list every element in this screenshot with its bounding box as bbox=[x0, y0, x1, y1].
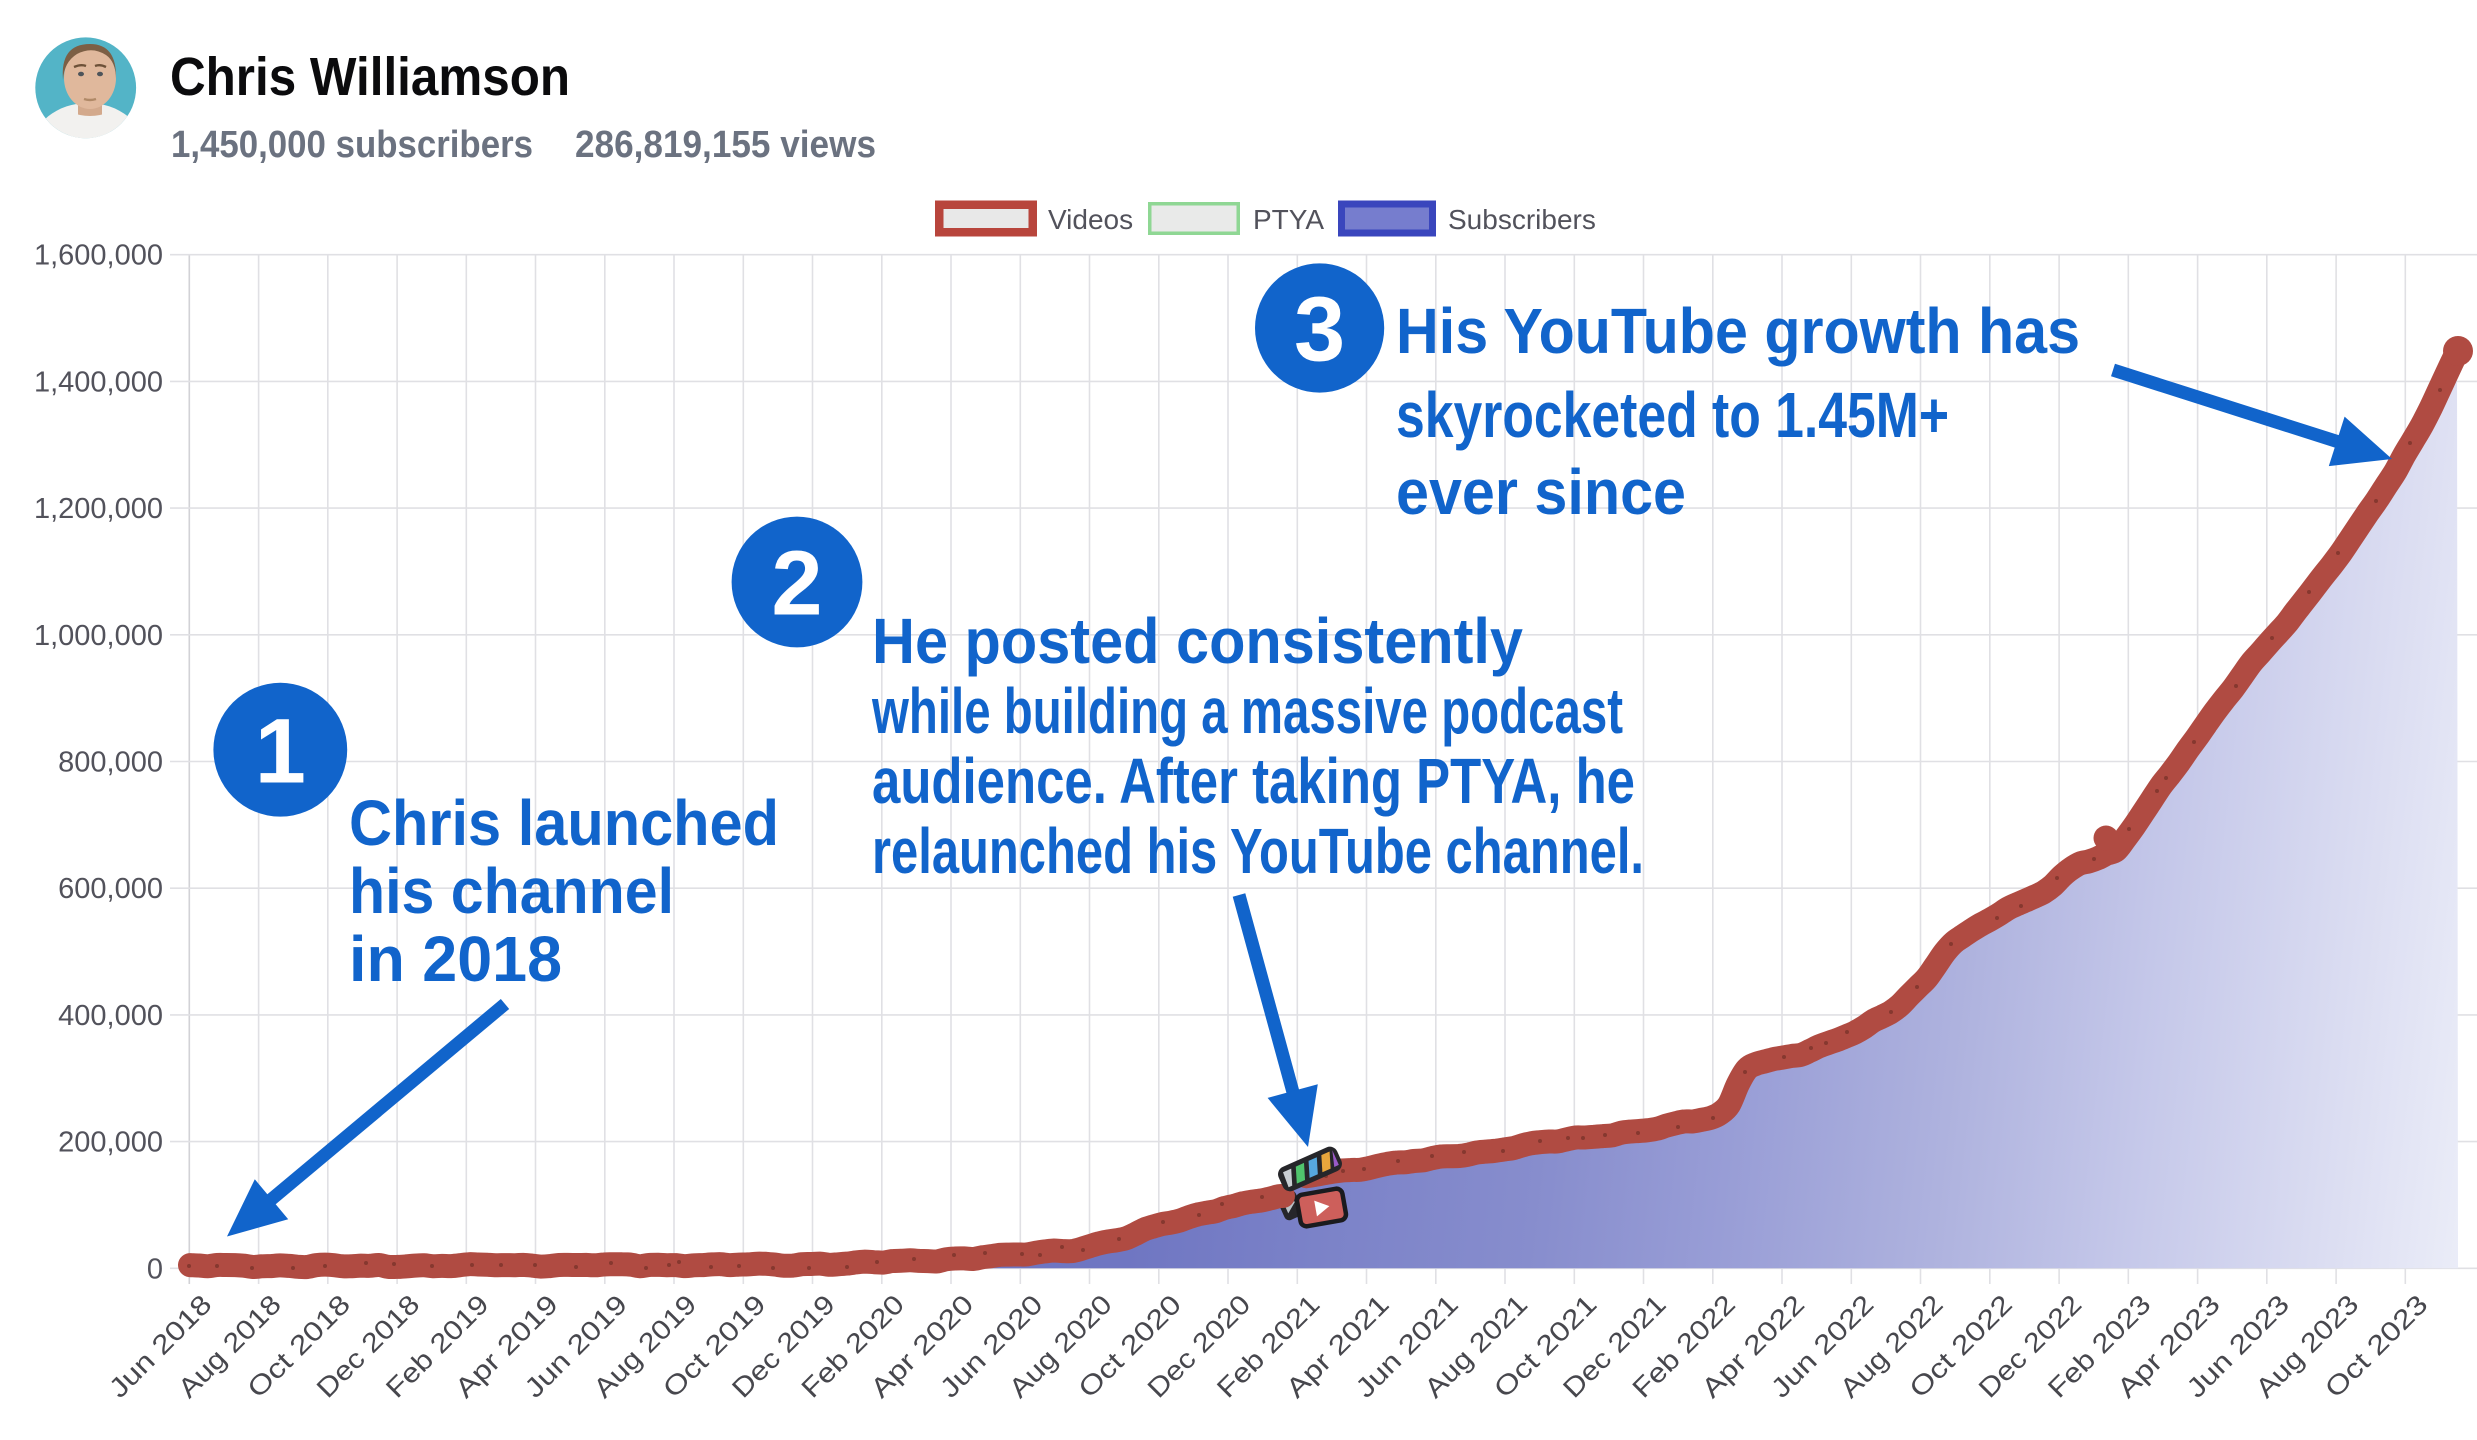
svg-text:Subscribers: Subscribers bbox=[1448, 204, 1596, 235]
svg-text:1,600,000: 1,600,000 bbox=[34, 240, 163, 272]
svg-text:1,000,000: 1,000,000 bbox=[34, 620, 163, 652]
svg-text:1: 1 bbox=[255, 700, 306, 802]
svg-text:skyrocketed to 1.45M+: skyrocketed to 1.45M+ bbox=[1396, 379, 1949, 451]
svg-text:0: 0 bbox=[147, 1253, 163, 1285]
svg-text:Chris launched: Chris launched bbox=[349, 787, 779, 859]
svg-text:1,400,000: 1,400,000 bbox=[34, 366, 163, 398]
svg-text:Chris Williamson: Chris Williamson bbox=[170, 47, 570, 107]
svg-text:1,450,000 subscribers: 1,450,000 subscribers bbox=[171, 124, 533, 166]
svg-text:Videos: Videos bbox=[1048, 204, 1133, 235]
svg-text:3: 3 bbox=[1294, 279, 1345, 381]
svg-text:He posted consistently: He posted consistently bbox=[872, 605, 1523, 677]
svg-text:286,819,155 views: 286,819,155 views bbox=[575, 124, 876, 166]
svg-text:1,200,000: 1,200,000 bbox=[34, 493, 163, 525]
svg-text:audience. After taking PTYA, h: audience. After taking PTYA, he bbox=[872, 745, 1635, 817]
svg-text:in 2018: in 2018 bbox=[349, 923, 562, 995]
svg-text:PTYA: PTYA bbox=[1253, 204, 1324, 235]
svg-text:600,000: 600,000 bbox=[58, 873, 163, 905]
svg-text:200,000: 200,000 bbox=[58, 1127, 163, 1159]
svg-text:ever since: ever since bbox=[1396, 456, 1686, 528]
svg-text:His YouTube growth has: His YouTube growth has bbox=[1396, 295, 2080, 367]
svg-text:relaunched his YouTube channel: relaunched his YouTube channel. bbox=[872, 815, 1644, 887]
svg-text:while building a massive podca: while building a massive podcast bbox=[871, 675, 1623, 747]
svg-text:2: 2 bbox=[771, 533, 822, 635]
svg-text:800,000: 800,000 bbox=[58, 747, 163, 779]
svg-text:his channel: his channel bbox=[349, 855, 674, 927]
svg-text:400,000: 400,000 bbox=[58, 1000, 163, 1032]
